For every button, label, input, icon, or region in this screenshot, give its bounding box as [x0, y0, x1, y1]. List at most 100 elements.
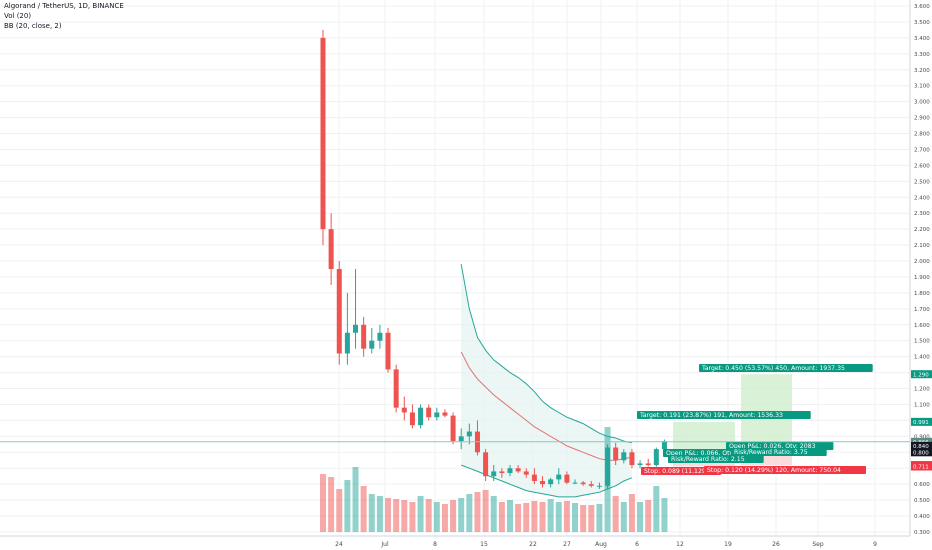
risk-reward-label-1: Risk/Reward Ratio: 2.15 — [671, 456, 745, 463]
price-tick-label: 2.500 — [914, 179, 930, 185]
volume-bar — [637, 502, 644, 532]
candle-body — [661, 441, 667, 450]
time-tick-label: 15 — [480, 541, 488, 548]
volume-bar — [409, 502, 416, 532]
axis-tag-entry-b-bg — [911, 448, 932, 457]
candle-body — [540, 480, 546, 485]
volume-bar — [433, 502, 440, 532]
time-tick-label: 19 — [724, 541, 732, 548]
candle-body — [336, 269, 342, 354]
price-tick-label: 3.000 — [914, 100, 930, 106]
open-pl-label-2: Open P&L: 0.026, Qty: 2083 — [729, 443, 816, 450]
candle-body — [556, 474, 562, 480]
volume-bar — [653, 486, 660, 532]
candle-body — [588, 484, 594, 486]
price-tick-label: 2.600 — [914, 163, 930, 169]
volume-bar — [458, 498, 465, 532]
volume-bar — [344, 480, 351, 532]
candle-body — [491, 471, 497, 477]
price-tick-label: 3.400 — [914, 36, 930, 42]
price-tick-label: 3.600 — [914, 4, 930, 10]
price-tick-label: 1.100 — [914, 402, 930, 408]
grid — [0, 0, 910, 536]
axis-tag-target-1: 1.290 — [913, 372, 929, 378]
candle-body — [369, 340, 375, 349]
axis-tag-stop-b: 0.711 — [913, 465, 929, 471]
volume-bar — [336, 489, 343, 532]
volume-bar — [661, 498, 668, 532]
candle-body — [645, 463, 651, 466]
candle-body — [434, 412, 440, 418]
candle-body — [377, 332, 383, 341]
candle-body — [328, 229, 334, 269]
price-tick-label: 3.300 — [914, 52, 930, 58]
volume-bar — [320, 474, 326, 532]
price-tick-label: 1.500 — [914, 339, 930, 345]
risk-reward-label-2: Risk/Reward Ratio: 3.75 — [734, 449, 808, 456]
candle-body — [426, 407, 432, 418]
price-tick-label: 2.300 — [914, 211, 930, 217]
risk-reward-label-1-bg — [668, 455, 764, 463]
candle-body — [442, 412, 448, 416]
axis-tag-entry-a: 0.840 — [913, 444, 929, 450]
volume-bar — [580, 505, 587, 532]
candle-body — [515, 468, 521, 472]
candle-body — [450, 415, 456, 442]
volume-bar — [425, 499, 432, 532]
bollinger-indicator-label[interactable]: BB (20, close, 2) — [4, 22, 62, 30]
symbol-title[interactable]: Algorand / TetherUS, 1D, BINANCE — [4, 2, 124, 10]
candle-body — [605, 447, 611, 486]
open-pl-label-1: Open P&L: 0.066, Qty — [666, 450, 733, 457]
bb-basis-line — [460, 351, 632, 461]
candle-body — [572, 482, 578, 484]
volume-bar — [328, 477, 335, 532]
price-tick-label: 1.700 — [914, 307, 930, 313]
time-tick-label: 9 — [873, 541, 877, 548]
price-tick-label: 1.600 — [914, 323, 930, 329]
volume-bar — [368, 494, 375, 532]
price-tick-label: 2.000 — [914, 259, 930, 265]
price-tick-label: 0.600 — [914, 482, 930, 488]
time-tick-label: 27 — [563, 541, 571, 548]
axis-tag-entry-a-bg — [911, 441, 932, 450]
candle-body — [353, 324, 359, 333]
price-tick-label: 1.400 — [914, 355, 930, 361]
stop-label-2-bg — [704, 466, 866, 474]
candle-body — [564, 474, 570, 483]
volume-bar — [466, 494, 473, 532]
time-tick-label: Aug — [595, 541, 607, 548]
volume-bar — [645, 500, 652, 532]
volume-bar — [612, 496, 619, 532]
price-tick-label: 2.800 — [914, 132, 930, 138]
price-tick-label: 1.900 — [914, 275, 930, 281]
volume-bar — [620, 502, 627, 532]
bb-fill — [461, 264, 632, 497]
price-tick-label: 0.300 — [914, 530, 930, 536]
time-tick-label: 26 — [772, 541, 780, 548]
time-tick-label: 6 — [635, 541, 639, 548]
volume-bar — [506, 500, 513, 532]
target-label-2-bg — [699, 364, 873, 372]
candle-body — [523, 471, 529, 475]
candle-body — [613, 447, 619, 461]
price-tick-label: 1.800 — [914, 291, 930, 297]
volume-bar — [352, 467, 359, 532]
stop-label-1-bg — [641, 467, 722, 475]
time-tick-label: 8 — [433, 541, 437, 548]
target-zone — [673, 421, 735, 453]
time-axis[interactable]: 24 Jul 8 15 22 27 Aug 6 12 19 26 Sep 9 — [0, 535, 910, 548]
volume-bar — [417, 496, 424, 532]
time-tick-label: 24 — [335, 541, 343, 548]
volume-bar — [563, 501, 570, 532]
volume-bar — [596, 504, 603, 532]
price-tick-label: 2.200 — [914, 227, 930, 233]
bb-upper-line — [460, 264, 632, 444]
price-tick-label: 2.900 — [914, 116, 930, 122]
volume-bar — [555, 502, 562, 532]
candle-body — [531, 474, 537, 481]
volume-indicator-label[interactable]: Vol (20) — [4, 12, 32, 20]
risk-reward-label-2-bg — [731, 448, 827, 456]
candle-body — [418, 407, 424, 426]
